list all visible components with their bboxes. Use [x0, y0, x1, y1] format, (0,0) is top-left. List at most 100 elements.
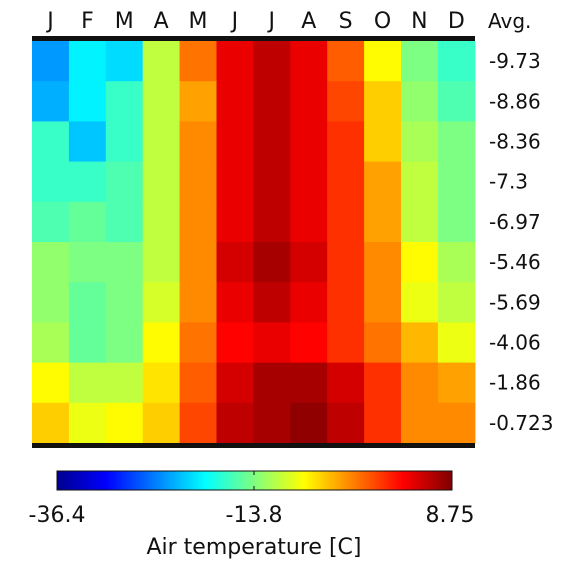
heatmap-cell: [253, 41, 291, 82]
heatmap-cell: [290, 41, 328, 82]
heatmap-cell: [253, 402, 291, 444]
heatmap-cell: [216, 242, 254, 283]
heatmap-cell: [437, 41, 476, 82]
heatmap-cell: [68, 201, 107, 243]
heatmap-cells: [32, 41, 476, 444]
heatmap-cell: [290, 402, 328, 444]
heatmap-cell: [105, 242, 144, 283]
heatmap-cell: [216, 121, 254, 163]
heatmap-cell: [401, 322, 439, 364]
row-average-label: -6.97: [489, 210, 541, 234]
top-axis-line: [32, 36, 475, 41]
heatmap-cell: [327, 362, 365, 404]
heatmap-cell: [179, 41, 218, 82]
row-average-label: -4.06: [489, 331, 541, 355]
heatmap-cell: [253, 282, 291, 323]
heatmap-cell: [364, 242, 402, 283]
row-average-label: -1.86: [489, 371, 541, 395]
month-label: A: [154, 9, 169, 34]
month-label: D: [448, 9, 465, 34]
row-average-label: -7.3: [489, 170, 528, 194]
heatmap-cell: [32, 81, 70, 122]
heatmap-cell: [327, 282, 365, 323]
heatmap-cell: [68, 41, 107, 82]
heatmap-cell: [142, 362, 181, 404]
heatmap-cell: [253, 362, 291, 404]
heatmap-cell: [68, 242, 107, 283]
colorbar-max-label: 8.75: [426, 503, 475, 528]
heatmap-cell: [216, 282, 254, 323]
heatmap-cell: [216, 402, 254, 444]
heatmap-cell: [364, 161, 402, 203]
heatmap-cell: [290, 161, 328, 203]
heatmap-cell: [253, 161, 291, 203]
heatmap-cell: [216, 161, 254, 203]
colorbar-mid-label: -13.8: [226, 503, 283, 528]
heatmap-cell: [216, 41, 254, 82]
heatmap-cell: [364, 81, 402, 122]
heatmap-cell: [327, 121, 365, 163]
heatmap-cell: [179, 282, 218, 323]
row-average-label: -8.36: [489, 130, 541, 154]
month-label: J: [230, 9, 239, 34]
month-label: S: [339, 9, 353, 34]
heatmap-cell: [437, 201, 476, 243]
row-average-label: -0.723: [489, 411, 553, 435]
heatmap-cell: [327, 161, 365, 203]
row-average-label: -5.69: [489, 290, 541, 314]
heatmap-cell: [105, 81, 144, 122]
heatmap-cell: [142, 81, 181, 122]
heatmap-cell: [32, 161, 70, 203]
heatmap-cell: [327, 242, 365, 283]
heatmap-cell: [437, 402, 476, 444]
heatmap-cell: [68, 322, 107, 364]
heatmap-cell: [401, 121, 439, 163]
heatmap-cell: [327, 322, 365, 364]
heatmap-cell: [401, 402, 439, 444]
heatmap-cell: [105, 322, 144, 364]
heatmap-cell: [401, 161, 439, 203]
heatmap-cell: [290, 201, 328, 243]
heatmap-cell: [68, 282, 107, 323]
heatmap-cell: [179, 81, 218, 122]
heatmap-cell: [253, 201, 291, 243]
heatmap-cell: [32, 41, 70, 82]
heatmap-cell: [364, 201, 402, 243]
heatmap-cell: [216, 81, 254, 122]
heatmap-cell: [32, 362, 70, 404]
heatmap-cell: [253, 121, 291, 163]
heatmap-cell: [105, 282, 144, 323]
heatmap-cell: [68, 81, 107, 122]
heatmap-cell: [179, 242, 218, 283]
heatmap-cell: [105, 121, 144, 163]
heatmap-cell: [437, 322, 476, 364]
heatmap-cell: [437, 121, 476, 163]
heatmap-cell: [401, 282, 439, 323]
heatmap-cell: [437, 282, 476, 323]
month-label: N: [411, 9, 427, 34]
month-label: O: [374, 9, 391, 34]
row-average-labels: -9.73 -8.86 -8.36 -7.3 -6.97 -5.46 -5.69 -4.06 -…: [489, 49, 553, 435]
bottom-axis-line: [32, 443, 475, 448]
heatmap-cell: [253, 322, 291, 364]
row-average-label: -9.73: [489, 49, 541, 73]
heatmap-cell: [32, 322, 70, 364]
heatmap-cell: [401, 242, 439, 283]
row-average-label: -8.86: [489, 89, 541, 113]
heatmap-cell: [32, 121, 70, 163]
heatmap-cell: [327, 201, 365, 243]
colorbar-min-label: -36.4: [29, 503, 86, 528]
heatmap-cell: [105, 201, 144, 243]
heatmap-cell: [68, 121, 107, 163]
heatmap-cell: [364, 322, 402, 364]
heatmap-cell: [142, 322, 181, 364]
heatmap-cell: [401, 201, 439, 243]
heatmap-cell: [142, 121, 181, 163]
month-label: M: [115, 9, 134, 34]
heatmap-cell: [142, 201, 181, 243]
heatmap-cell: [142, 41, 181, 82]
heatmap-cell: [105, 362, 144, 404]
heatmap-cell: [327, 41, 365, 82]
heatmap-cell: [142, 161, 181, 203]
